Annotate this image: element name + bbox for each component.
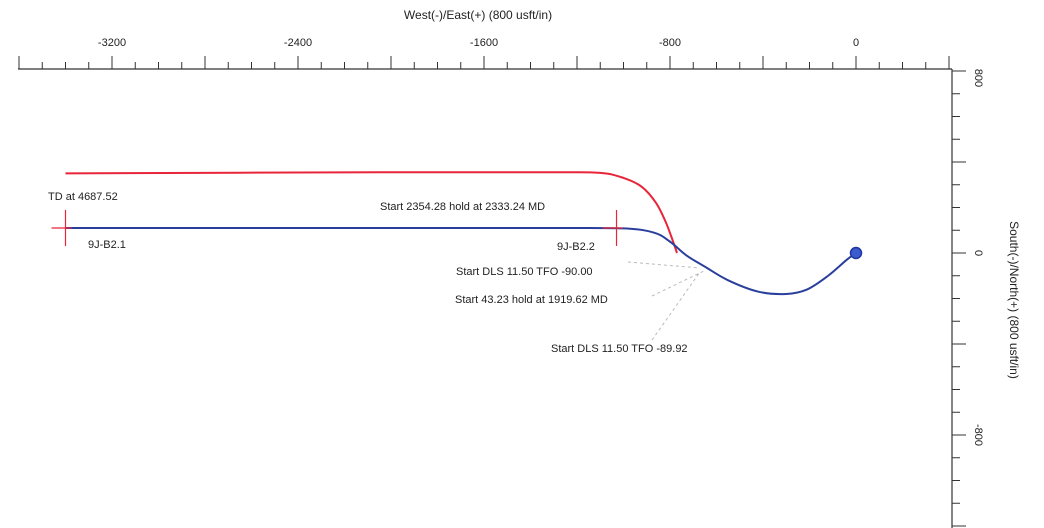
x-tick-label: -3200 bbox=[98, 37, 126, 49]
guide-dashes bbox=[627, 261, 707, 341]
series-line-0 bbox=[65, 171, 678, 254]
y-tick-labels: 800 0 -800 bbox=[972, 69, 984, 446]
x-tick-label: -2400 bbox=[284, 37, 312, 49]
x-axis-title: West(-)/East(+) (800 usft/in) bbox=[404, 8, 552, 22]
annotation-start-dls-89-92: Start DLS 11.50 TFO -89.92 bbox=[551, 343, 688, 355]
y-tick-label: -800 bbox=[972, 424, 984, 446]
annotation-start-hold-43: Start 43.23 hold at 1919.62 MD bbox=[455, 294, 608, 306]
y-axis-title: South(-)/North(+) (800 usft/in) bbox=[1007, 221, 1021, 379]
x-tick-label: 0 bbox=[853, 37, 859, 49]
y-tick-label: 800 bbox=[972, 69, 984, 87]
y-tick-label: 0 bbox=[972, 250, 984, 256]
annotation-target-9j-b2-2: 9J-B2.2 bbox=[557, 241, 595, 253]
series-layer bbox=[65, 171, 857, 296]
annotation-td: TD at 4687.52 bbox=[48, 191, 118, 203]
x-ticks bbox=[18, 56, 950, 69]
markers-layer bbox=[51, 209, 863, 260]
x-tick-label: -1600 bbox=[470, 37, 498, 49]
series-line-1 bbox=[65, 226, 857, 296]
y-ticks bbox=[952, 70, 966, 527]
annotation-start-dls-90-00: Start DLS 11.50 TFO -90.00 bbox=[456, 266, 593, 278]
target-marker bbox=[602, 209, 623, 246]
target-marker bbox=[51, 209, 72, 246]
annotation-start-hold-2354: Start 2354.28 hold at 2333.24 MD bbox=[380, 201, 545, 213]
x-tick-labels: -3200 -2400 -1600 -800 0 bbox=[98, 37, 859, 49]
x-tick-label: -800 bbox=[659, 37, 681, 49]
annotation-target-9j-b2-1: 9J-B2.1 bbox=[88, 239, 126, 251]
surface-location-marker bbox=[849, 246, 863, 260]
